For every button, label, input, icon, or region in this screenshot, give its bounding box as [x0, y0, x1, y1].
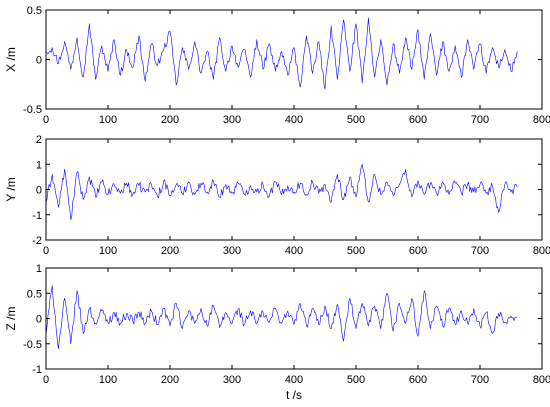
x-tick-label: 200 — [161, 374, 179, 386]
y-tick-label: 1 — [36, 263, 42, 275]
x-tick-label: 0 — [43, 374, 49, 386]
y-tick-label: 0.5 — [27, 288, 42, 300]
y-tick-label: -2 — [32, 235, 42, 247]
x-tick-label: 500 — [347, 245, 365, 257]
x-tick-label: 500 — [347, 374, 365, 386]
x-tick-label: 200 — [161, 114, 179, 126]
x-tick-label: 600 — [409, 245, 427, 257]
x-tick-label: 400 — [285, 374, 303, 386]
x-tick-label: 0 — [43, 114, 49, 126]
x-tick-label: 300 — [223, 245, 241, 257]
x-tick-label: 100 — [99, 245, 117, 257]
x-tick-label: 300 — [223, 114, 241, 126]
plot-frame — [45, 267, 543, 370]
x-tick-label: 100 — [99, 374, 117, 386]
x-tick-label: 300 — [223, 374, 241, 386]
x-tick-label: 500 — [347, 114, 365, 126]
plot-frame — [45, 9, 543, 110]
y-tick-label: -1 — [32, 210, 42, 222]
panel-2: 0 100 200 300 400 500 600 700 800 -2 -1 0 1 2 Y /m — [4, 134, 550, 257]
x-tick-label: 800 — [533, 114, 550, 126]
plot-frame — [45, 138, 543, 241]
y-tick-label: 0 — [36, 185, 42, 197]
series-line — [45, 17, 518, 90]
x-tick-label: 600 — [409, 114, 427, 126]
series-line — [45, 285, 518, 350]
y-axis-label: Y /m — [4, 177, 18, 201]
y-tick-label: 0 — [36, 55, 42, 67]
x-tick-label: 800 — [533, 245, 550, 257]
x-tick-label: 400 — [285, 245, 303, 257]
y-axis-label: X /m — [4, 47, 18, 72]
y-tick-label: -0.5 — [23, 104, 42, 116]
x-tick-label: 700 — [471, 114, 489, 126]
x-tick-label: 700 — [471, 245, 489, 257]
x-tick-label: 600 — [409, 374, 427, 386]
x-tick-label: 100 — [99, 114, 117, 126]
panel-3: 0 100 200 300 400 500 600 700 800 -1 -0.5 0 0.5 1 Z /m… — [4, 263, 550, 402]
series-line — [45, 163, 518, 221]
x-axis-label: t /s — [286, 388, 302, 402]
y-axis-label: Z /m — [4, 307, 18, 331]
y-tick-label: -1 — [32, 364, 42, 376]
y-tick-label: 0 — [36, 314, 42, 326]
y-tick-label: 0.5 — [27, 5, 42, 17]
x-tick-label: 200 — [161, 245, 179, 257]
x-tick-label: 800 — [533, 374, 550, 386]
panel-1: 0 100 200 300 400 500 600 700 800-0.500.5X /m — [4, 5, 550, 126]
y-tick-label: 2 — [36, 134, 42, 146]
x-tick-label: 0 — [43, 245, 49, 257]
y-tick-label: 1 — [36, 159, 42, 171]
x-tick-label: 700 — [471, 374, 489, 386]
x-tick-label: 400 — [285, 114, 303, 126]
y-tick-label: -0.5 — [23, 339, 42, 351]
